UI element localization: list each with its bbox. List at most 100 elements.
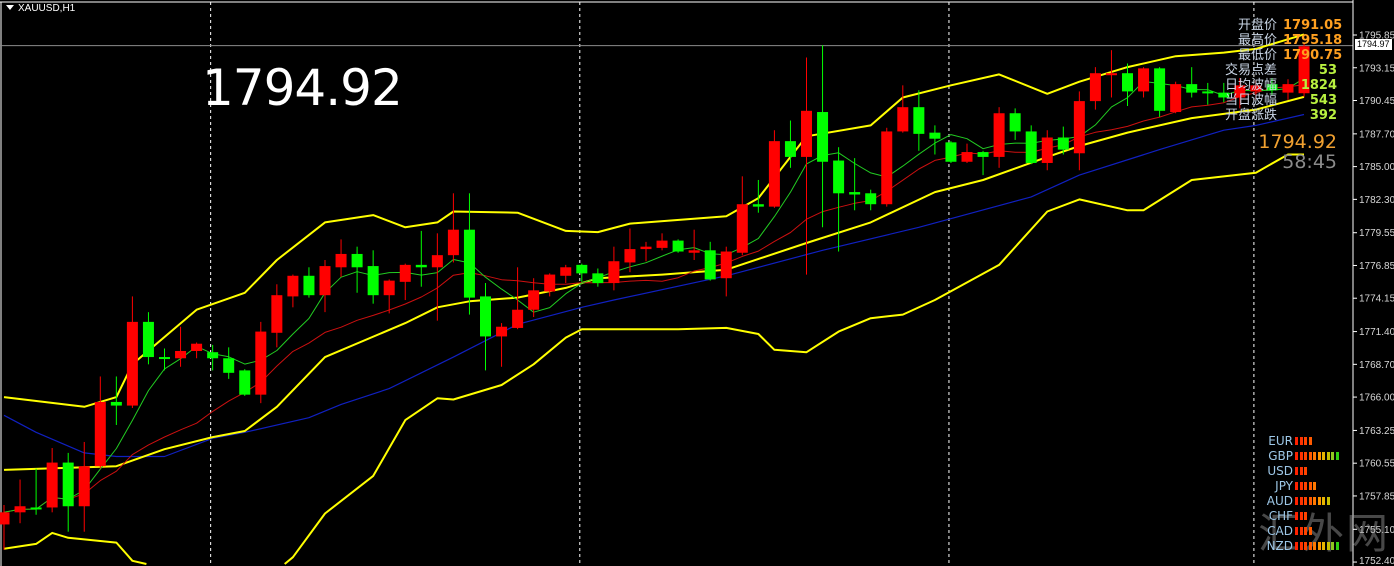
strength-bar <box>1295 436 1313 445</box>
candle-body-bull <box>720 251 732 279</box>
info-label: 开盘价 <box>1237 18 1277 33</box>
candle-body-bull <box>175 350 187 359</box>
strength-segment <box>1295 541 1298 550</box>
currency-row-aud: AUD <box>1255 493 1340 508</box>
strength-segment <box>1326 451 1330 460</box>
currency-row-eur: EUR <box>1255 433 1340 448</box>
candle-body-bull <box>897 107 909 132</box>
strength-segment <box>1299 511 1303 520</box>
bollinger-lower-band <box>3 531 147 565</box>
candle-body-bull <box>640 246 652 250</box>
dropdown-triangle-icon[interactable] <box>6 5 14 10</box>
currency-label: AUD <box>1266 493 1293 508</box>
info-value: 1795.18 <box>1283 33 1343 48</box>
strength-segment <box>1308 451 1312 460</box>
strength-segment <box>1322 496 1325 505</box>
fast-ma-line <box>3 77 1305 513</box>
candle-body-bear <box>1218 92 1230 98</box>
candle-body-bull <box>544 274 556 292</box>
candle-body-bear <box>672 240 684 252</box>
candle-body-bull <box>1234 85 1246 98</box>
candle-body-bull <box>383 280 395 296</box>
info-value: 543 <box>1309 93 1337 108</box>
info-row: 开盘价 1791.05 <box>1225 18 1342 33</box>
price-tick-label: 1755.10 <box>1359 525 1394 536</box>
info-value: 392 <box>1309 108 1337 123</box>
strength-bar <box>1295 526 1313 535</box>
info-value: 1824 <box>1300 78 1337 93</box>
candle-body-bear <box>415 264 427 268</box>
price-tick-label: 1790.45 <box>1359 96 1394 107</box>
watermark: 汇外网 <box>1258 509 1391 558</box>
candle-body-bull <box>1089 73 1101 102</box>
candle-body-bear <box>207 352 219 359</box>
info-row: 当日波幅 543 <box>1225 93 1337 108</box>
strength-segment <box>1299 496 1303 505</box>
info-row: 日均波幅 1824 <box>1225 78 1337 93</box>
candle-body-bear <box>159 357 170 360</box>
candle-body-bear <box>704 250 716 280</box>
info-label: 日均波幅 <box>1224 78 1277 93</box>
strength-segment <box>1295 451 1298 460</box>
candle-body-bull <box>126 321 138 406</box>
strength-bar <box>1295 466 1309 475</box>
price-tick-label: 1793.15 <box>1359 63 1394 74</box>
currency-label: EUR <box>1268 433 1293 448</box>
strength-segment <box>1299 451 1303 460</box>
candle-body-bull <box>319 266 331 296</box>
price-tick-label: 1795.85 <box>1359 31 1394 42</box>
price-tick-label: 1787.70 <box>1359 129 1394 140</box>
strength-segment <box>1295 496 1298 505</box>
candle-body-bear <box>865 193 877 205</box>
currency-row-gbp: GBP <box>1255 448 1340 463</box>
candle-body-bull <box>688 250 700 253</box>
candle-body-bear <box>977 152 989 157</box>
candle-body-bull <box>528 290 540 310</box>
candle-body-bear <box>1186 84 1198 93</box>
candle-body-bear <box>913 107 925 134</box>
strength-segment <box>1335 451 1339 460</box>
strength-segment <box>1313 451 1316 460</box>
candle-body-bull <box>14 506 26 513</box>
bar-countdown: 58:45 <box>1282 151 1337 173</box>
candle-body-bear <box>142 321 154 358</box>
price-tick-label: 1768.70 <box>1359 360 1394 371</box>
candle-body-bear <box>223 358 235 373</box>
currency-row-chf: CHF <box>1255 508 1340 523</box>
strength-segment <box>1295 526 1298 535</box>
candle-body-bull <box>1041 137 1053 163</box>
candle-body-bear <box>367 266 379 296</box>
candle-body-bear <box>849 192 861 195</box>
strength-segment <box>1299 541 1303 550</box>
candle-body-bear <box>480 296 491 337</box>
candle-body-bull <box>560 267 572 276</box>
candle-body-bull <box>94 401 106 467</box>
strength-segment <box>1326 541 1330 550</box>
info-row: 交易点差 53 <box>1225 63 1337 78</box>
candle-body-bear <box>1266 84 1278 91</box>
candle-body-bear <box>1202 91 1214 94</box>
candle-body-bear <box>463 229 475 298</box>
candle-body-bear <box>1154 68 1166 111</box>
ask-price-label: 1794.97 <box>1355 39 1392 50</box>
strength-segment <box>1304 481 1307 490</box>
candle-body-bull <box>1250 85 1262 92</box>
candle-body-bull <box>736 204 748 253</box>
info-label: 当日波幅 <box>1224 93 1277 108</box>
candle-body-bear <box>929 132 941 139</box>
strength-segment <box>1308 481 1312 490</box>
currency-row-jpy: JPY <box>1255 478 1340 493</box>
strength-segment <box>1295 511 1298 520</box>
info-panel: 开盘价 1791.05 最高价 1795.18 最低价 1790.75 交易点差 53 日均波幅… <box>1225 18 1343 123</box>
price-tick-label: 1782.30 <box>1359 195 1394 206</box>
currency-label: CHF <box>1268 508 1293 523</box>
strength-bar <box>1295 451 1340 460</box>
strength-segment <box>1308 436 1312 445</box>
currency-row-usd: USD <box>1255 463 1340 478</box>
current-price: 1794.92 <box>1258 131 1337 153</box>
strength-segment <box>1304 496 1307 505</box>
candle-body-bull <box>961 152 973 162</box>
candle-body-bull <box>1073 101 1085 154</box>
